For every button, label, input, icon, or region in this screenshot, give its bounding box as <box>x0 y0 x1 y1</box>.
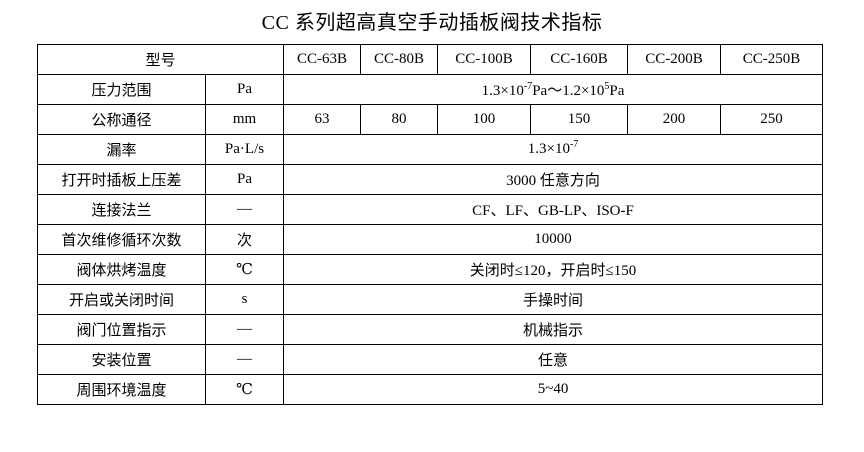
row-unit: ℃ <box>204 374 285 405</box>
diameter-value: 63 <box>283 104 362 135</box>
spec-table: 型号 CC-63B CC-80B CC-100B CC-160B CC-200B… <box>36 44 824 405</box>
row-value: 手操时间 <box>283 284 824 315</box>
page-title: CC 系列超高真空手动插板阀技术指标 <box>261 12 603 34</box>
row-label: 打开时插板上压差 <box>37 164 206 195</box>
row-unit: s <box>204 284 285 315</box>
row-value: 3000 任意方向 <box>283 164 824 195</box>
row-value: 5~40 <box>283 374 824 405</box>
row-label: 首次维修循环次数 <box>37 224 206 255</box>
row-unit: — <box>204 194 285 225</box>
table-row-pressure-range: 压力范围 Pa 1.3×10-7Pa～1.2×105Pa <box>37 74 824 105</box>
diameter-value: 250 <box>720 104 824 135</box>
model-header-label: 型号 <box>36 44 285 75</box>
pressure-value-exponent: 5 <box>604 81 610 92</box>
table-row-installation-position: 安装位置 — 任意 <box>37 344 824 375</box>
table-row-leak-rate: 漏率 Pa·L/s 1.3×10-7 <box>37 134 824 165</box>
pressure-value-part: 1.3×10 <box>481 83 524 99</box>
row-label: 漏率 <box>37 134 206 165</box>
row-unit: Pa·L/s <box>204 134 285 165</box>
table-row-valve-position-indicator: 阀门位置指示 — 机械指示 <box>37 314 824 345</box>
row-label: 周围环境温度 <box>37 374 206 405</box>
row-value: 1.3×10-7 <box>283 134 824 165</box>
pressure-value-part: Pa～1.2×10 <box>532 83 605 99</box>
table-row-connection-flange: 连接法兰 — CF、LF、GB-LP、ISO-F <box>37 194 824 225</box>
diameter-value: 80 <box>360 104 439 135</box>
row-unit: 次 <box>204 224 285 255</box>
pressure-value-part: Pa <box>609 83 625 99</box>
leak-rate-exponent: -7 <box>569 139 579 150</box>
table-row-ambient-temperature: 周围环境温度 ℃ 5~40 <box>37 374 824 405</box>
table-row-opening-pressure-diff: 打开时插板上压差 Pa 3000 任意方向 <box>37 164 824 195</box>
row-unit: — <box>204 344 285 375</box>
row-value: 1.3×10-7Pa～1.2×105Pa <box>283 74 824 105</box>
row-unit: Pa <box>204 164 285 195</box>
row-value: 机械指示 <box>283 314 824 345</box>
diameter-value: 200 <box>627 104 722 135</box>
row-label: 公称通径 <box>37 104 206 135</box>
row-label: 安装位置 <box>37 344 206 375</box>
diameter-value: 150 <box>530 104 629 135</box>
row-label: 阀体烘烤温度 <box>37 254 206 285</box>
row-value: 任意 <box>283 344 824 375</box>
table-row-nominal-diameter: 公称通径 mm 63 80 100 150 200 250 <box>37 104 824 135</box>
model-name: CC-200B <box>627 44 722 75</box>
table-row-first-maintenance-cycles: 首次维修循环次数 次 10000 <box>37 224 824 255</box>
model-name: CC-63B <box>283 44 362 75</box>
row-label: 连接法兰 <box>37 194 206 225</box>
model-name: CC-250B <box>720 44 824 75</box>
leak-rate-value-part: 1.3×10 <box>527 141 570 157</box>
table-row-model-header: 型号 CC-63B CC-80B CC-100B CC-160B CC-200B… <box>36 44 824 75</box>
row-unit: Pa <box>204 74 285 105</box>
model-name: CC-80B <box>360 44 439 75</box>
row-label: 压力范围 <box>37 74 206 105</box>
diameter-value: 100 <box>437 104 532 135</box>
row-unit: — <box>204 314 285 345</box>
model-name: CC-100B <box>437 44 532 75</box>
pressure-value-exponent: -7 <box>523 81 533 92</box>
table-row-open-close-time: 开启或关闭时间 s 手操时间 <box>37 284 824 315</box>
row-value: 关闭时≤120，开启时≤150 <box>283 254 824 285</box>
row-label: 阀门位置指示 <box>37 314 206 345</box>
table-row-valve-baking-temp: 阀体烘烤温度 ℃ 关闭时≤120，开启时≤150 <box>37 254 824 285</box>
row-value: 10000 <box>283 224 824 255</box>
row-unit: mm <box>204 104 285 135</box>
model-name: CC-160B <box>530 44 629 75</box>
row-unit: ℃ <box>204 254 285 285</box>
row-label: 开启或关闭时间 <box>37 284 206 315</box>
row-value: CF、LF、GB-LP、ISO-F <box>283 194 824 225</box>
